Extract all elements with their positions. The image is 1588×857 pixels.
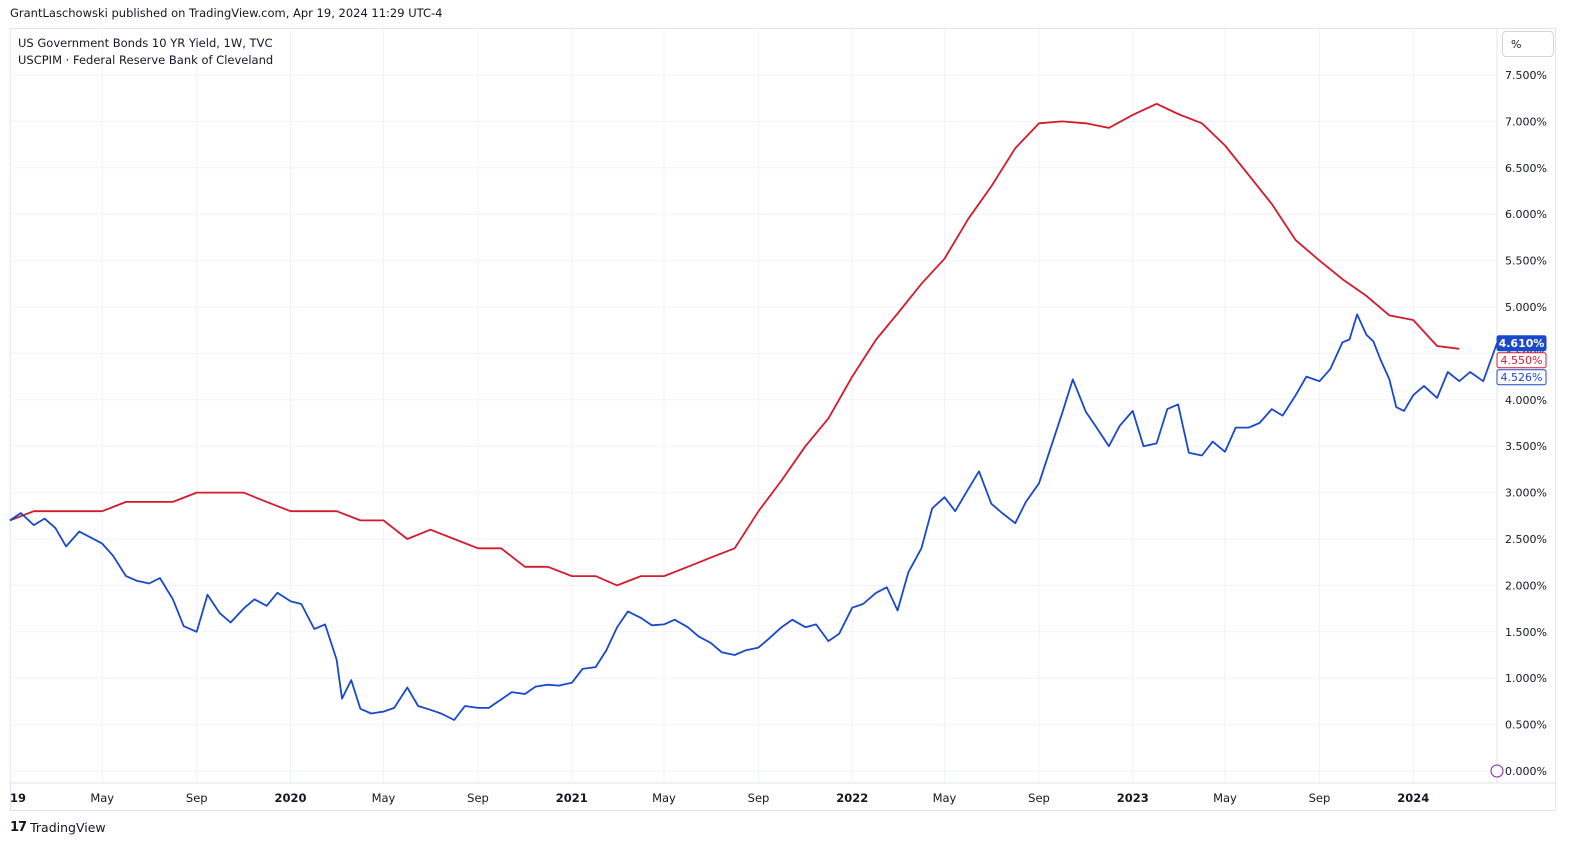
cpi-last-price-tag: 4.550% <box>1501 354 1543 367</box>
legend: US Government Bonds 10 YR Yield, 1W, TVC… <box>18 35 273 69</box>
x-tick-label: 19 <box>10 791 26 805</box>
y-tick-label: 1.000% <box>1505 672 1547 685</box>
series-layer <box>9 102 1498 721</box>
tradingview-logo-icon: 17 <box>10 820 27 835</box>
y-tick-label: 0.500% <box>1505 719 1547 732</box>
unit-button[interactable]: % <box>1502 31 1554 57</box>
x-tick-label: 2020 <box>274 791 306 805</box>
x-axis[interactable]: 19 May Sep 2020 May Sep 2021 May Sep 2022 May Sep 20… <box>10 28 1556 805</box>
y-tick-label: 4.000% <box>1505 394 1547 407</box>
tradingview-logo[interactable]: 17 TradingView <box>10 820 106 835</box>
yield-prev-price-tag-box <box>1496 369 1547 386</box>
y-tick-label: 2.500% <box>1505 533 1547 546</box>
tradingview-brand: TradingView <box>30 820 106 835</box>
x-tick-label: 2022 <box>836 791 868 805</box>
x-tick-label: May <box>933 791 957 805</box>
x-tick-label: 2024 <box>1397 791 1429 805</box>
grid <box>9 28 1497 783</box>
price-tags: 4.610% 4.550% 4.526% <box>1490 335 1547 778</box>
y-tick-label: 7.000% <box>1505 115 1547 128</box>
y-axis[interactable]: 7.500%7.000%6.500%6.000%5.500%5.000%4.50… <box>1505 69 1547 778</box>
cpi-last-price-tag-box <box>1496 352 1547 369</box>
yield-last-price-tag: 4.610% <box>1499 337 1545 350</box>
series-line-cpi[interactable] <box>9 102 1460 587</box>
y-tick-label: 6.000% <box>1505 208 1547 221</box>
x-tick-label: Sep <box>1309 791 1331 805</box>
x-tick-label: May <box>652 791 676 805</box>
y-tick-label: 7.500% <box>1505 69 1547 82</box>
y-tick-label: 6.500% <box>1505 162 1547 175</box>
y-tick-label: 0.000% <box>1505 765 1547 778</box>
y-tick-label: 3.000% <box>1505 487 1547 500</box>
yield-last-price-tag-box <box>1496 335 1547 352</box>
x-tick-label: Sep <box>1028 791 1050 805</box>
x-tick-label: Sep <box>748 791 770 805</box>
publisher-attribution: GrantLaschowski published on TradingView… <box>10 6 443 20</box>
y-tick-label: 3.500% <box>1505 440 1547 453</box>
x-tick-label: Sep <box>186 791 208 805</box>
x-tick-label: 2023 <box>1117 791 1149 805</box>
legend-line-yield[interactable]: US Government Bonds 10 YR Yield, 1W, TVC <box>18 36 273 50</box>
x-tick-label: Sep <box>467 791 489 805</box>
y-tick-label: 2.000% <box>1505 579 1547 592</box>
y-tick-label: 5.000% <box>1505 301 1547 314</box>
series-line-yield[interactable] <box>9 313 1498 721</box>
y-tick-label: 5.500% <box>1505 255 1547 268</box>
y-tick-label: 1.500% <box>1505 626 1547 639</box>
x-tick-label: May <box>1213 791 1237 805</box>
x-tick-label: May <box>372 791 396 805</box>
x-tick-label: 2021 <box>556 791 588 805</box>
yield-prev-price-tag: 4.526% <box>1501 371 1543 384</box>
legend-line-cpi[interactable]: USCPIM · Federal Reserve Bank of Clevela… <box>18 53 274 67</box>
time-marker-icon[interactable] <box>1490 764 1504 778</box>
x-tick-label: May <box>90 791 114 805</box>
